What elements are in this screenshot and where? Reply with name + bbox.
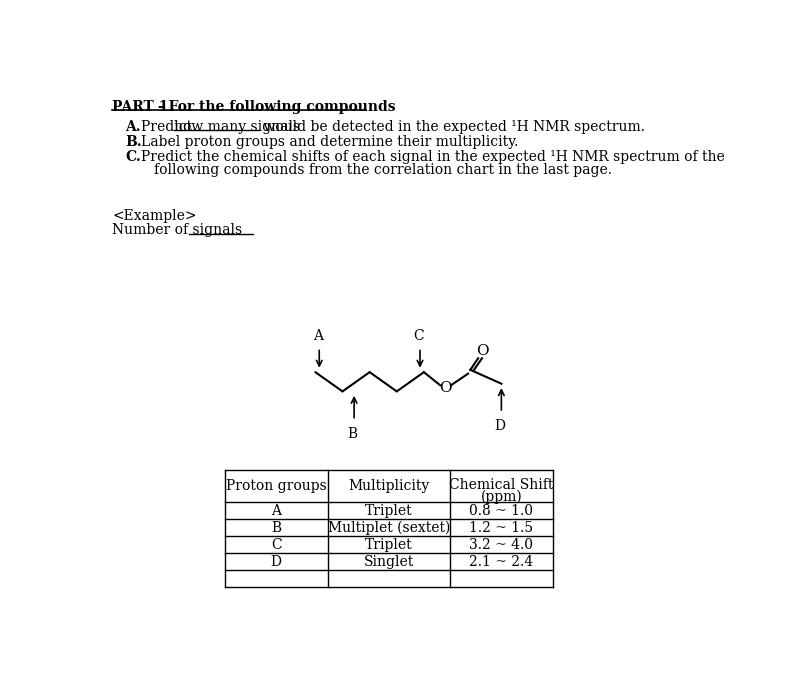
Text: PART 1: PART 1 — [113, 100, 168, 115]
Text: C: C — [271, 538, 282, 552]
Text: Singlet: Singlet — [364, 555, 414, 569]
Text: 2.1 ~ 2.4: 2.1 ~ 2.4 — [469, 555, 534, 569]
Text: Triplet: Triplet — [365, 538, 413, 552]
Text: (ppm): (ppm) — [481, 489, 523, 504]
Text: B: B — [272, 521, 281, 534]
Text: Proton groups: Proton groups — [226, 479, 327, 493]
Text: Predict: Predict — [141, 120, 197, 134]
Text: B.: B. — [125, 135, 142, 149]
Text: A.: A. — [125, 120, 141, 134]
Text: 3.2 ~ 4.0: 3.2 ~ 4.0 — [469, 538, 534, 552]
Text: O: O — [439, 381, 452, 395]
Text: Chemical Shift: Chemical Shift — [449, 477, 553, 491]
Text: O: O — [475, 344, 488, 359]
Text: Predict the chemical shifts of each signal in the expected ¹H NMR spectrum of th: Predict the chemical shifts of each sign… — [141, 149, 725, 163]
Text: how many signals: how many signals — [174, 120, 300, 134]
Text: B: B — [348, 427, 357, 441]
Text: C.: C. — [125, 149, 141, 163]
Text: - For the following compounds: - For the following compounds — [153, 100, 395, 115]
Text: Multiplet (sextet): Multiplet (sextet) — [328, 521, 450, 535]
Text: would be detected in the expected ¹H NMR spectrum.: would be detected in the expected ¹H NMR… — [259, 120, 645, 134]
Text: Triplet: Triplet — [365, 504, 413, 518]
Text: D: D — [494, 419, 505, 433]
Text: <Example>: <Example> — [113, 209, 197, 223]
Text: Number of signals: Number of signals — [113, 223, 242, 237]
Text: following compounds from the correlation chart in the last page.: following compounds from the correlation… — [154, 163, 612, 177]
Text: A: A — [272, 504, 281, 518]
Text: Multiplicity: Multiplicity — [349, 479, 430, 493]
Text: D: D — [271, 555, 282, 569]
Text: 0.8 ~ 1.0: 0.8 ~ 1.0 — [469, 504, 534, 518]
Text: Label proton groups and determine their multiplicity.: Label proton groups and determine their … — [141, 135, 519, 149]
Text: 1.2 ~ 1.5: 1.2 ~ 1.5 — [469, 521, 534, 534]
Text: C: C — [413, 329, 423, 343]
Text: A: A — [312, 329, 323, 343]
